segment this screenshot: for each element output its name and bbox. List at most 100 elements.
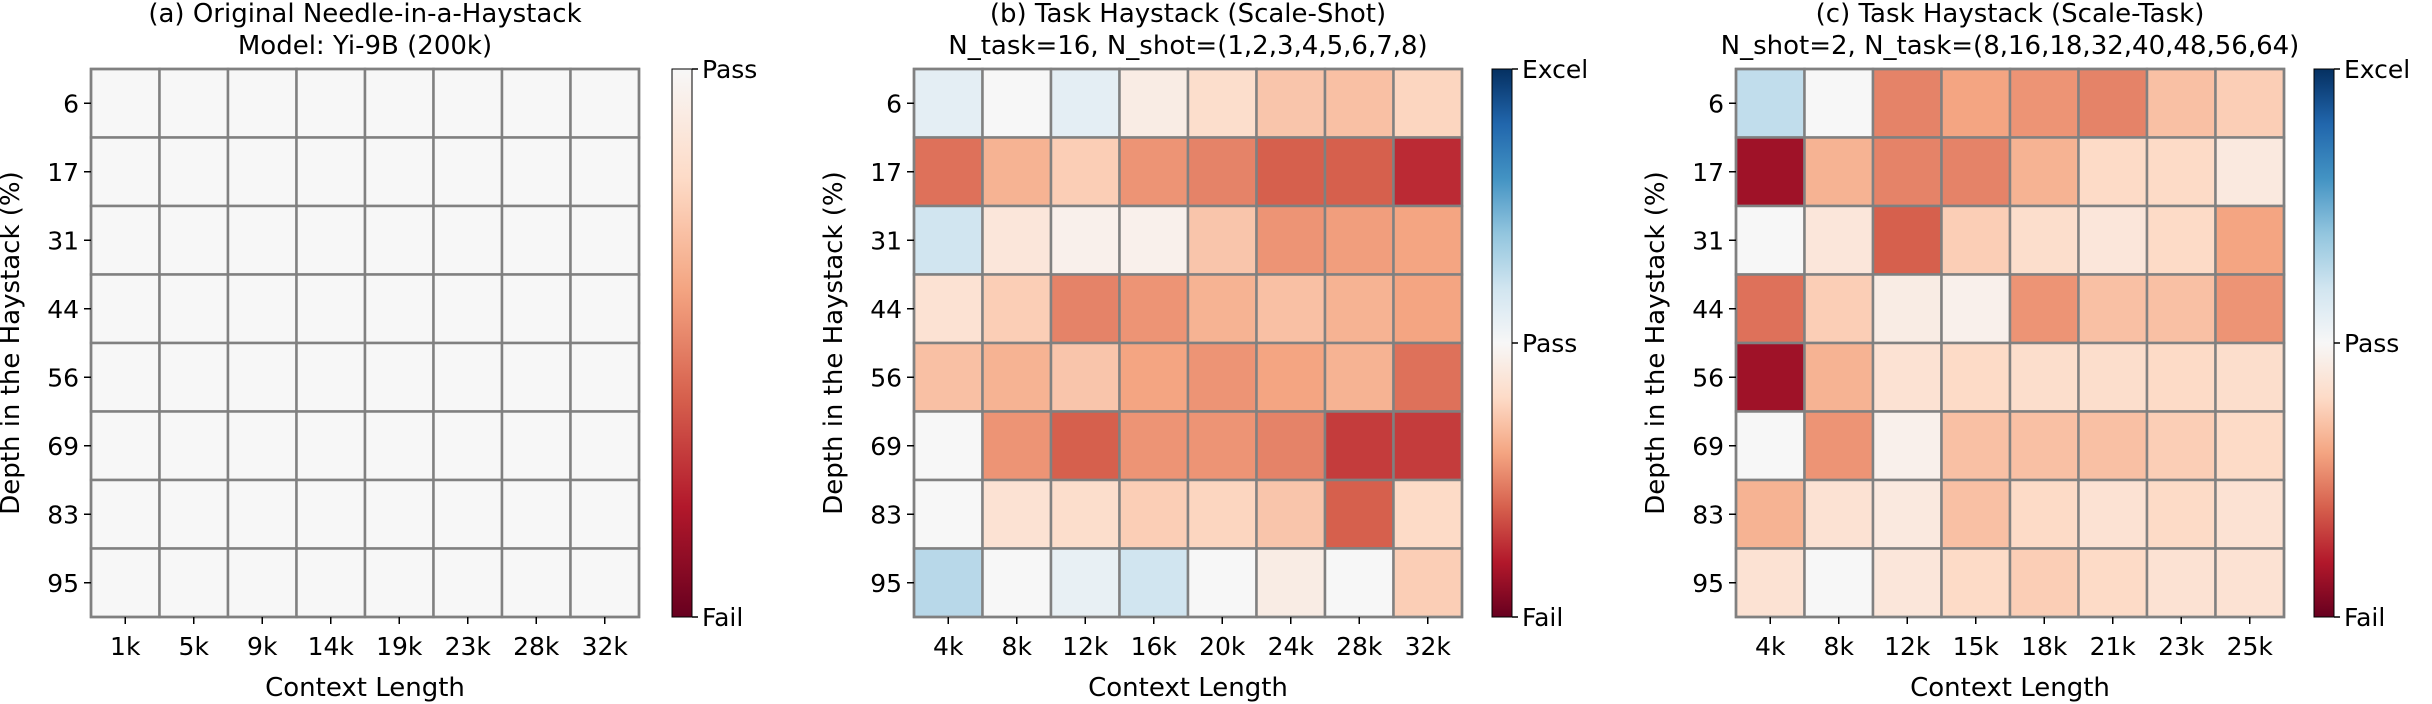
y-tick-label: 17 [47,158,79,187]
heatmap-cell [1118,136,1190,208]
heatmap-cell [2145,547,2217,619]
heatmap-cell [1734,273,1806,345]
heatmap-cell [1734,136,1806,208]
heatmap-cell [1734,67,1806,139]
colorbar [1491,68,1513,618]
heatmap-cell [1255,136,1327,208]
heatmap-cell [912,136,984,208]
heatmap-cell [981,478,1053,550]
x-tick-label: 25k [2227,632,2274,661]
heatmap-cell [1871,478,1943,550]
heatmap-cell [295,67,367,139]
heatmap-cell [1049,67,1121,139]
heatmap-cell [89,547,161,619]
heatmap-cell [1323,273,1395,345]
heatmap-cell [1255,547,1327,619]
heatmap-cell [1323,204,1395,276]
heatmap-cell [432,136,504,208]
y-tick-label: 69 [47,432,79,461]
heatmap-cell [1392,547,1464,619]
heatmap-frame [89,67,641,619]
y-tick-label: 56 [870,363,902,392]
heatmap-cell [295,478,367,550]
x-tick-label: 12k [1884,632,1931,661]
heatmap-cell [158,136,230,208]
colorbar-label-bottom: Fail [1522,603,1563,632]
heatmap-cell [295,204,367,276]
heatmap-panel-0: (a) Original Needle-in-a-HaystackModel: … [0,0,757,703]
heatmap-cell [1734,410,1806,482]
y-tick-label: 83 [47,500,79,529]
heatmap-cell [1392,67,1464,139]
chart-title: (c) Task Haystack (Scale-Task) [1816,0,2205,29]
heatmap-cell [89,478,161,550]
y-tick-label: 95 [1692,569,1724,598]
y-tick-label: 6 [1708,89,1724,118]
heatmap-cell [1803,67,1875,139]
heatmap-cell [226,67,298,139]
heatmap-cell [226,478,298,550]
heatmap-cell [2077,273,2149,345]
heatmap-cell [2214,547,2286,619]
heatmap-cell [158,341,230,413]
heatmap-cell [1323,136,1395,208]
heatmap-cell [2077,410,2149,482]
colorbar [671,68,693,618]
x-tick-label: 16k [1131,632,1178,661]
heatmap-cell [1186,547,1258,619]
heatmap-cell [1940,341,2012,413]
heatmap-cell [363,341,435,413]
y-tick-label: 95 [47,569,79,598]
heatmap-cell [1118,547,1190,619]
heatmap-cell [295,410,367,482]
heatmap-cell [226,547,298,619]
heatmap-cell [432,67,504,139]
heatmap-cell [2077,136,2149,208]
chart-subtitle: N_task=16, N_shot=(1,2,3,4,5,6,7,8) [948,31,1427,61]
y-tick-label: 6 [886,89,902,118]
x-tick-label: 8k [1002,632,1033,661]
y-axis-label: Depth in the Haystack (%) [0,171,26,515]
chart-title: (b) Task Haystack (Scale-Shot) [990,0,1386,29]
heatmap-cell [1803,478,1875,550]
heatmap-cell [2214,410,2286,482]
heatmap-cell [500,341,572,413]
heatmap-cell [569,478,641,550]
heatmap-cell [1392,273,1464,345]
colorbar-label-bottom: Fail [702,603,743,632]
heatmap-cell [363,136,435,208]
x-tick-label: 28k [513,632,560,661]
heatmap-cell [2008,204,2080,276]
heatmap-cell [226,204,298,276]
heatmap-cell [363,547,435,619]
heatmap-cell [1871,204,1943,276]
heatmap-cell [981,67,1053,139]
y-tick-label: 56 [47,363,79,392]
x-tick-label: 18k [2021,632,2068,661]
heatmap-cell [912,273,984,345]
colorbar-label-top: Excel [1522,55,1588,84]
y-tick-label: 69 [1692,432,1724,461]
x-tick-label: 8k [1824,632,1855,661]
heatmap-cell [981,547,1053,619]
heatmap-cell [1734,204,1806,276]
heatmap-cell [2008,67,2080,139]
heatmap-cell [2145,136,2217,208]
heatmap-cell [1255,410,1327,482]
colorbar-label-middle: Pass [2344,329,2399,358]
heatmap-cell [2077,478,2149,550]
heatmap-cell [2008,547,2080,619]
y-axis-label: Depth in the Haystack (%) [819,171,849,515]
heatmap-cell [1255,67,1327,139]
y-tick-label: 56 [1692,363,1724,392]
x-tick-label: 15k [1953,632,2000,661]
heatmap-cell [1118,341,1190,413]
heatmap-cell [569,410,641,482]
heatmap-cell [1392,204,1464,276]
y-axis-label: Depth in the Haystack (%) [1641,171,1671,515]
heatmap-cell [1255,204,1327,276]
y-tick-label: 44 [1692,295,1724,324]
y-tick-label: 31 [1692,226,1724,255]
heatmap-cell [1255,341,1327,413]
heatmap-cell [1871,410,1943,482]
